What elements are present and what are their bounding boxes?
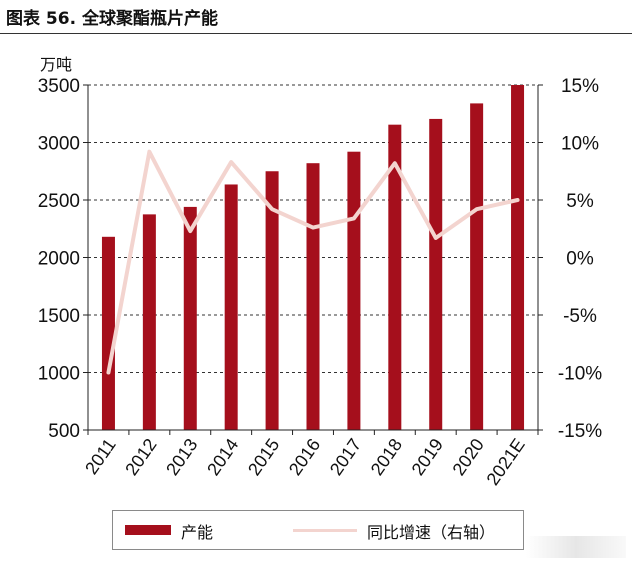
y-right-tick-label: 10% <box>561 134 599 155</box>
bar <box>347 151 361 430</box>
x-tick-label: 2013 <box>162 435 201 479</box>
watermark-blur <box>526 536 626 558</box>
legend-label: 同比增速（右轴） <box>367 523 496 542</box>
y-right-tick-label: 15% <box>561 76 599 97</box>
bar <box>224 184 238 430</box>
x-tick-label: 2021E <box>483 435 529 489</box>
growth-line <box>106 149 520 375</box>
x-tick-label: 2011 <box>81 435 120 478</box>
y-left-tick-label: 2000 <box>38 249 80 270</box>
x-tick-label: 2020 <box>449 435 488 479</box>
y-left-tick-label: 3500 <box>38 76 80 97</box>
y-right-tick-label: -15% <box>558 421 602 442</box>
x-tick-label: 2012 <box>121 435 160 479</box>
y-left-axis-label: 万吨 <box>40 55 72 74</box>
x-tick-label: 2018 <box>367 435 406 479</box>
y-left-tick-label: 1000 <box>38 364 80 385</box>
y-right-tick-label: -5% <box>563 306 597 327</box>
y-left-tick-label: 1500 <box>38 306 80 327</box>
x-tick-label: 2016 <box>285 435 324 479</box>
x-tick-label: 2014 <box>203 435 242 479</box>
y-right-tick-label: 5% <box>566 191 594 212</box>
bar <box>183 206 197 430</box>
bar <box>265 171 279 430</box>
bar <box>142 214 156 430</box>
y-left-tick-label: 2500 <box>38 191 80 212</box>
bar <box>470 103 484 431</box>
figure-title: 图表 56. 全球聚酯瓶片产能 <box>6 9 218 29</box>
bar <box>511 85 525 430</box>
bar <box>306 163 320 430</box>
bar <box>388 124 402 431</box>
x-tick-label: 2015 <box>244 435 283 479</box>
legend-swatch-bar <box>125 525 171 535</box>
title-divider <box>0 33 632 34</box>
y-left-tick-label: 3000 <box>38 134 80 155</box>
y-right-tick-label: 0% <box>566 249 594 270</box>
bar <box>429 118 443 431</box>
legend-swatch-line <box>293 529 357 532</box>
legend: 产能 同比增速（右轴） <box>112 510 524 550</box>
legend-label: 产能 <box>181 523 214 542</box>
y-left-tick-label: 500 <box>48 421 80 442</box>
bar <box>101 236 115 430</box>
x-tick-label: 2017 <box>326 435 365 479</box>
x-tick-label: 2019 <box>408 435 447 479</box>
y-right-tick-label: -10% <box>558 364 602 385</box>
